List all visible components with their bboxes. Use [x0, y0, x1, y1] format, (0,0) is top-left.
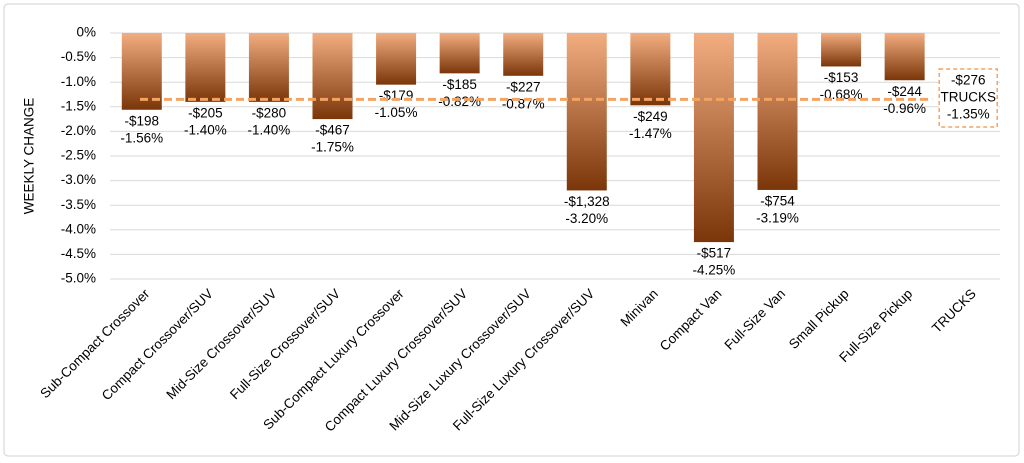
bar	[439, 33, 480, 74]
value-label: -0.82%	[438, 94, 481, 109]
y-axis-label: WEEKLY CHANGE	[22, 98, 37, 215]
dollar-label: -$467	[315, 123, 350, 138]
bar	[566, 33, 607, 191]
value-label: -0.96%	[883, 101, 926, 116]
dollar-label: -$1,328	[564, 194, 610, 209]
value-label: -3.19%	[756, 211, 799, 226]
y-tick-label: -4.0%	[61, 221, 96, 236]
dollar-label: -$517	[697, 246, 732, 261]
y-tick-label: -3.5%	[61, 197, 96, 212]
value-label: -1.05%	[375, 105, 418, 120]
value-label: -4.25%	[693, 263, 736, 278]
y-tick-label: -0.5%	[61, 49, 96, 64]
dollar-label: -$153	[824, 70, 859, 85]
bar	[757, 33, 798, 190]
dollar-label: -$198	[125, 113, 160, 128]
y-tick-label: -2.0%	[61, 123, 96, 138]
bar	[185, 33, 226, 102]
dollar-label: -$227	[506, 79, 541, 94]
reference-dollar-label: -$276	[951, 73, 986, 88]
reference-box	[938, 68, 998, 128]
value-label: -3.20%	[565, 211, 608, 226]
bar	[503, 33, 544, 76]
y-tick-label: -1.0%	[61, 74, 96, 89]
dollar-label: -$205	[188, 105, 223, 120]
dollar-label: -$249	[633, 109, 668, 124]
value-label: -1.56%	[120, 130, 163, 145]
bar	[693, 33, 734, 243]
bar	[376, 33, 417, 85]
y-tick-label: 0%	[76, 25, 96, 40]
dollar-label: -$754	[760, 194, 795, 209]
value-label: -1.40%	[248, 122, 291, 137]
bar	[121, 33, 162, 110]
value-label: -1.40%	[184, 122, 227, 137]
bar	[248, 33, 289, 102]
bar	[884, 33, 925, 81]
y-tick-label: -2.5%	[61, 148, 96, 163]
y-tick-label: -1.5%	[61, 98, 96, 113]
bar	[821, 33, 862, 67]
bar	[312, 33, 353, 120]
y-tick-label: -4.5%	[61, 246, 96, 261]
dollar-label: -$185	[442, 77, 477, 92]
dollar-label: -$179	[379, 88, 414, 103]
value-label: -1.75%	[311, 140, 354, 155]
dollar-label: -$280	[252, 105, 287, 120]
y-tick-label: -3.0%	[61, 172, 96, 187]
y-tick-label: -5.0%	[61, 271, 96, 286]
bar	[630, 33, 671, 106]
value-label: -1.47%	[629, 126, 672, 141]
dollar-label: -$244	[887, 84, 922, 99]
reference-name: TRUCKS	[940, 90, 996, 105]
reference-value-label: -1.35%	[947, 107, 990, 122]
